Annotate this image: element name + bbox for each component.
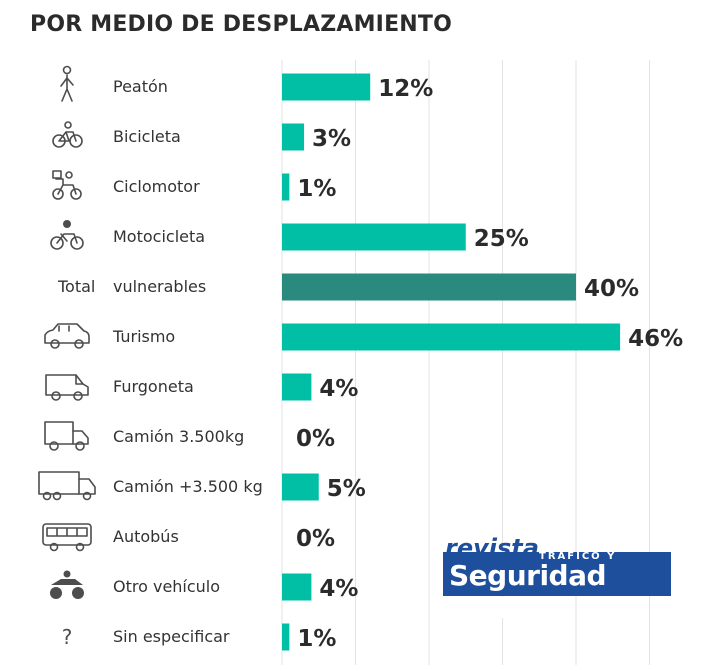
bar [282,323,621,351]
value-label: 0% [296,426,335,452]
value-label: 4% [319,376,358,402]
svg-text:?: ? [62,625,73,649]
value-label: 46% [628,326,683,352]
value-label: 3% [312,126,351,152]
category-label: Bicicleta [113,127,181,146]
category-label: Turismo [112,327,175,346]
chart-title: POR MEDIO DE DESPLAZAMIENTO [30,12,453,37]
category-label: Furgoneta [113,377,194,396]
large-truck-icon [38,471,96,501]
car-icon [44,323,90,349]
category-label: Sin especificar [113,627,230,646]
bar [282,173,290,201]
logo-revista: revista [445,534,539,562]
bar [282,123,305,151]
bar [282,273,576,301]
category-label-cont: vulnerables [113,277,206,296]
bus-icon [42,523,92,552]
bar [282,223,466,251]
category-label: Camión +3.500 kg [113,477,263,496]
value-label: 0% [296,526,335,552]
van-icon [45,374,89,401]
category-label: Motocicleta [113,227,205,246]
logo-trafico: TRÁFICO Y [539,551,617,562]
category-label: Total [57,277,95,296]
small-truck-icon [44,421,89,451]
labels: Peatón 12% Bicicleta 3% Ciclomotor 1% Motocicl… [57,76,683,652]
bar [282,73,371,101]
motorcycle-icon [50,220,84,250]
question-icon: ? [62,625,73,649]
bar [282,573,312,601]
quad-icon [50,570,84,599]
category-label: Ciclomotor [113,177,200,196]
bar [282,373,312,401]
value-label: 1% [297,176,336,202]
icons: ? [38,65,96,649]
bar [282,623,290,651]
logo-seguridad-vial: Seguridad Vial [449,559,607,625]
value-label: 4% [319,576,358,602]
pedestrian-icon [60,65,74,102]
bars [282,73,621,651]
value-label: 5% [327,476,366,502]
moped-icon [52,170,82,200]
value-label: 1% [297,626,336,652]
category-label: Camión 3.500kg [113,427,244,446]
category-label: Autobús [113,527,179,546]
value-label: 12% [378,76,433,102]
category-label: Otro vehículo [113,577,220,596]
value-label: 40% [584,276,639,302]
value-label: 25% [474,226,529,252]
bar [282,473,319,501]
category-label: Peatón [113,77,168,96]
bicycle-icon [52,121,83,148]
revista-logo: revista TRÁFICO Y Seguridad Vial [443,534,671,625]
logo-background [443,552,671,596]
